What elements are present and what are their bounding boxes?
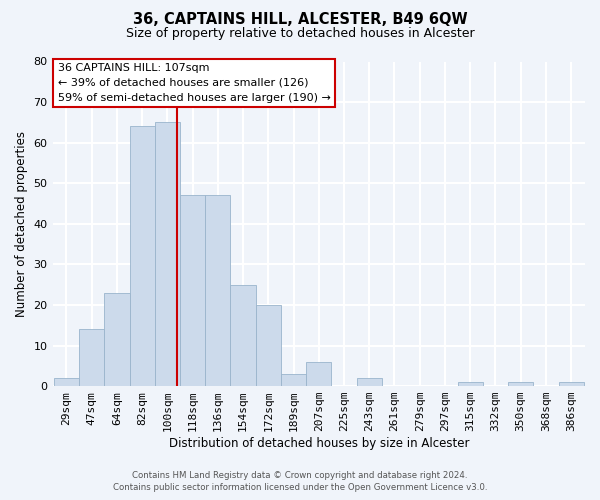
Bar (155, 122, 180, 386)
Text: 36, CAPTAINS HILL, ALCESTER, B49 6QW: 36, CAPTAINS HILL, ALCESTER, B49 6QW (133, 12, 467, 28)
Text: 36 CAPTAINS HILL: 107sqm
← 39% of detached houses are smaller (126)
59% of semi-: 36 CAPTAINS HILL: 107sqm ← 39% of detach… (58, 63, 331, 102)
Bar (281, 374, 306, 386)
Bar (130, 126, 155, 386)
Bar (306, 362, 331, 386)
Bar (205, 196, 230, 386)
Bar (559, 382, 584, 386)
X-axis label: Distribution of detached houses by size in Alcester: Distribution of detached houses by size … (169, 437, 469, 450)
Bar (104, 293, 130, 386)
Bar (256, 305, 281, 386)
Bar (508, 382, 533, 386)
Bar (79, 330, 104, 386)
Bar (180, 196, 205, 386)
Bar (458, 382, 483, 386)
Bar (230, 284, 256, 386)
Text: Contains HM Land Registry data © Crown copyright and database right 2024.
Contai: Contains HM Land Registry data © Crown c… (113, 471, 487, 492)
Bar (356, 378, 382, 386)
Text: Size of property relative to detached houses in Alcester: Size of property relative to detached ho… (125, 28, 475, 40)
Bar (54, 378, 79, 386)
Y-axis label: Number of detached properties: Number of detached properties (15, 131, 28, 317)
